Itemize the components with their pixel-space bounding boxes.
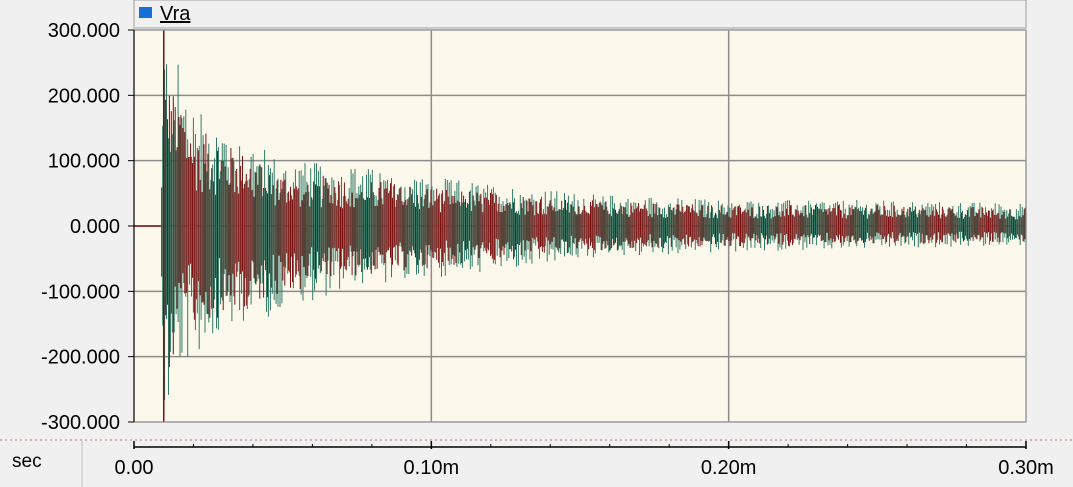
series-oscillation-dark xyxy=(161,96,1026,367)
x-axis-panel xyxy=(0,441,1073,487)
y-tick-label: -300.000 xyxy=(41,412,120,434)
y-tick-label: 200.000 xyxy=(48,85,120,107)
legend-label[interactable]: Vra xyxy=(160,3,191,25)
x-tick-label: 0.30m xyxy=(998,457,1054,479)
legend-swatch xyxy=(139,7,152,18)
y-axis: 300.000 200.000 100.000 0.000 -100.000 -200.0… xyxy=(41,20,135,434)
y-tick-label: -200.000 xyxy=(41,347,120,369)
x-tick-label: 0.20m xyxy=(701,457,757,479)
series-oscillation-light xyxy=(162,64,1025,400)
y-tick-label: 300.000 xyxy=(48,20,120,42)
y-tick-label: 100.000 xyxy=(48,151,120,173)
y-tick-label: 0.000 xyxy=(70,216,120,238)
x-axis-unit: sec xyxy=(12,451,42,472)
series-vra xyxy=(134,30,1026,422)
y-tick-label: -100.000 xyxy=(41,281,120,303)
x-tick-label: 0.10m xyxy=(404,457,460,479)
x-tick-label: 0.00 xyxy=(115,457,154,479)
legend-bar xyxy=(133,0,1027,29)
x-axis: 0.00 0.10m 0.20m 0.30m xyxy=(115,441,1054,479)
